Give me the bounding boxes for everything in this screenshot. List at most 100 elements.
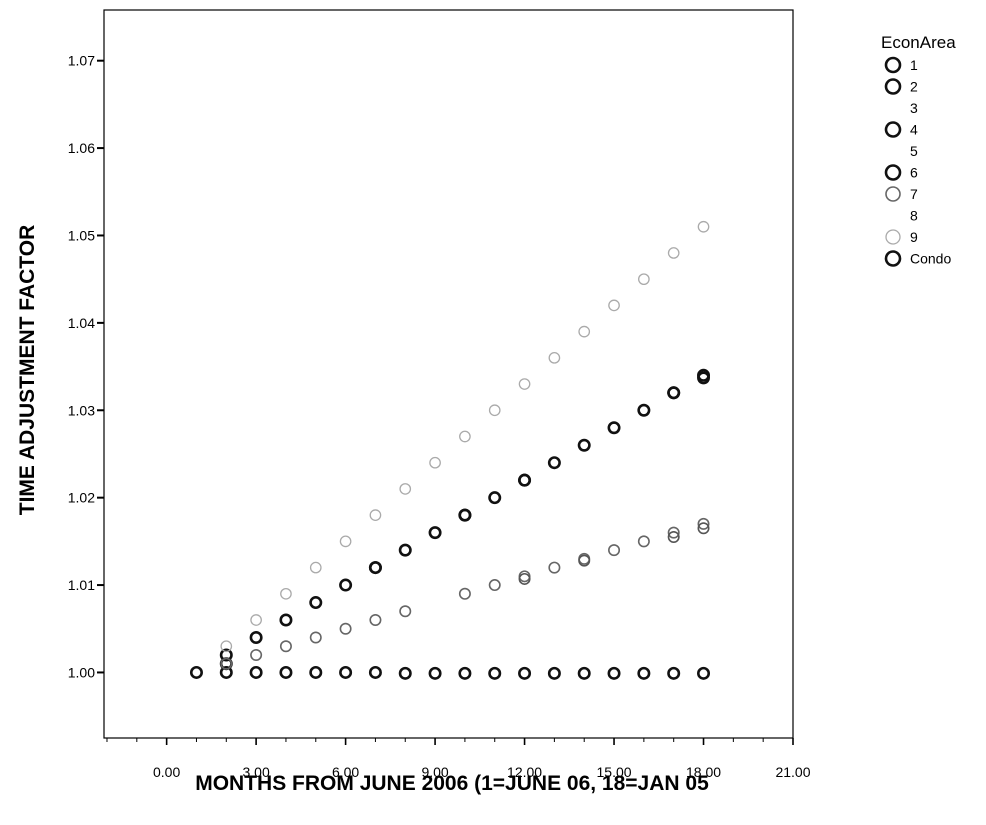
data-point: [279, 665, 293, 679]
data-point: [488, 491, 502, 505]
data-point: [398, 666, 412, 680]
data-point: [250, 614, 262, 626]
data-point: [219, 648, 233, 662]
data-point: [250, 648, 263, 661]
legend-marker: [884, 78, 902, 95]
data-point: [339, 665, 353, 679]
legend-marker: [885, 186, 901, 202]
x-tick-label: 21.00: [775, 764, 810, 780]
data-point: [637, 666, 651, 680]
data-point: [459, 430, 471, 443]
plot-frame: [103, 9, 794, 739]
data-point: [488, 666, 502, 680]
data-point: [429, 456, 441, 469]
data-point: [518, 378, 531, 390]
data-point: [428, 526, 442, 540]
data-point: [189, 665, 203, 679]
data-point: [280, 587, 292, 600]
legend: EconArea 1 2 3 4 5 6 7 8 9 Condo: [881, 33, 956, 267]
data-point: [220, 657, 233, 670]
x-tick-label: 3.00: [242, 764, 269, 780]
legend-marker: [884, 164, 902, 181]
y-tick-label: 1.07: [68, 53, 95, 69]
x-tick-label: 12.00: [507, 764, 542, 780]
legend-entry-label: 2: [910, 79, 918, 95]
data-point: [518, 666, 532, 680]
legend-entry-label: 3: [910, 100, 918, 116]
data-point: [369, 509, 382, 521]
data-point: [667, 386, 681, 400]
x-axis: 0.00 3.00 6.00 9.00 12.00 15.00 18.00 21.00: [106, 738, 811, 780]
data-point: [309, 631, 322, 644]
data-point: [369, 614, 382, 627]
legend-entry-label: 1: [910, 57, 918, 73]
data-point: [279, 613, 293, 627]
x-tick-label: 9.00: [421, 764, 448, 780]
data-point: [458, 587, 471, 600]
data-point: [309, 561, 322, 574]
data-point: [220, 640, 233, 653]
data-point: [577, 666, 591, 680]
legend-entry-label: 9: [910, 229, 918, 245]
x-tick-label: 18.00: [686, 764, 721, 780]
data-point: [399, 483, 412, 495]
legend-marker: [885, 229, 901, 245]
y-tick-label: 1.03: [68, 402, 95, 418]
data-point: [249, 630, 263, 644]
legend-entry-label: 7: [910, 186, 918, 202]
data-point: [697, 220, 710, 233]
data-point: [637, 535, 650, 548]
data-point: [547, 666, 561, 680]
y-axis: 1.00 1.01 1.02 1.03 1.04 1.05 1.06 1.07: [68, 53, 104, 680]
x-tick-label: 0.00: [153, 764, 180, 780]
legend-title: EconArea: [881, 33, 956, 52]
legend-entry-label: 6: [910, 165, 918, 181]
data-point: [608, 544, 621, 557]
data-point: [578, 325, 591, 338]
data-point: [309, 665, 323, 679]
legend-entry-label: Condo: [910, 251, 951, 267]
data-point: [667, 530, 680, 543]
y-tick-label: 1.06: [68, 140, 95, 156]
data-point: [398, 543, 412, 557]
data-point: [488, 404, 501, 417]
data-point: [607, 666, 621, 680]
legend-entry-label: 4: [910, 122, 918, 138]
data-point: [279, 640, 292, 653]
data-point: [547, 456, 561, 470]
y-axis-title: TIME ADJUSTMENT FACTOR: [16, 225, 39, 516]
data-point: [518, 572, 531, 585]
legend-marker: [884, 121, 902, 138]
data-point: [458, 508, 472, 522]
data-point: [697, 522, 710, 535]
y-tick-label: 1.04: [68, 315, 95, 331]
data-point: [578, 554, 591, 567]
data-point: [309, 596, 323, 610]
data-point: [548, 351, 561, 364]
data-point: [697, 371, 711, 385]
y-tick-label: 1.02: [68, 490, 95, 506]
data-point: [339, 622, 352, 635]
data-point: [368, 665, 382, 679]
legend-entry-label: 5: [910, 143, 918, 159]
data-point: [428, 666, 442, 680]
x-tick-label: 15.00: [597, 764, 632, 780]
data-point: [667, 666, 681, 680]
data-points: [189, 220, 711, 680]
legend-entry-label: 8: [910, 208, 918, 224]
data-point: [458, 666, 472, 680]
data-point: [697, 666, 711, 680]
data-point: [667, 526, 680, 539]
data-point: [637, 403, 651, 417]
data-point: [607, 421, 621, 435]
y-tick-label: 1.01: [68, 577, 95, 593]
data-point: [638, 273, 650, 286]
data-point: [219, 665, 233, 679]
x-tick-label: 6.00: [332, 764, 359, 780]
data-point: [339, 578, 353, 592]
data-point: [697, 517, 710, 530]
data-point: [548, 561, 561, 574]
data-point: [577, 438, 591, 452]
data-point: [518, 473, 532, 487]
